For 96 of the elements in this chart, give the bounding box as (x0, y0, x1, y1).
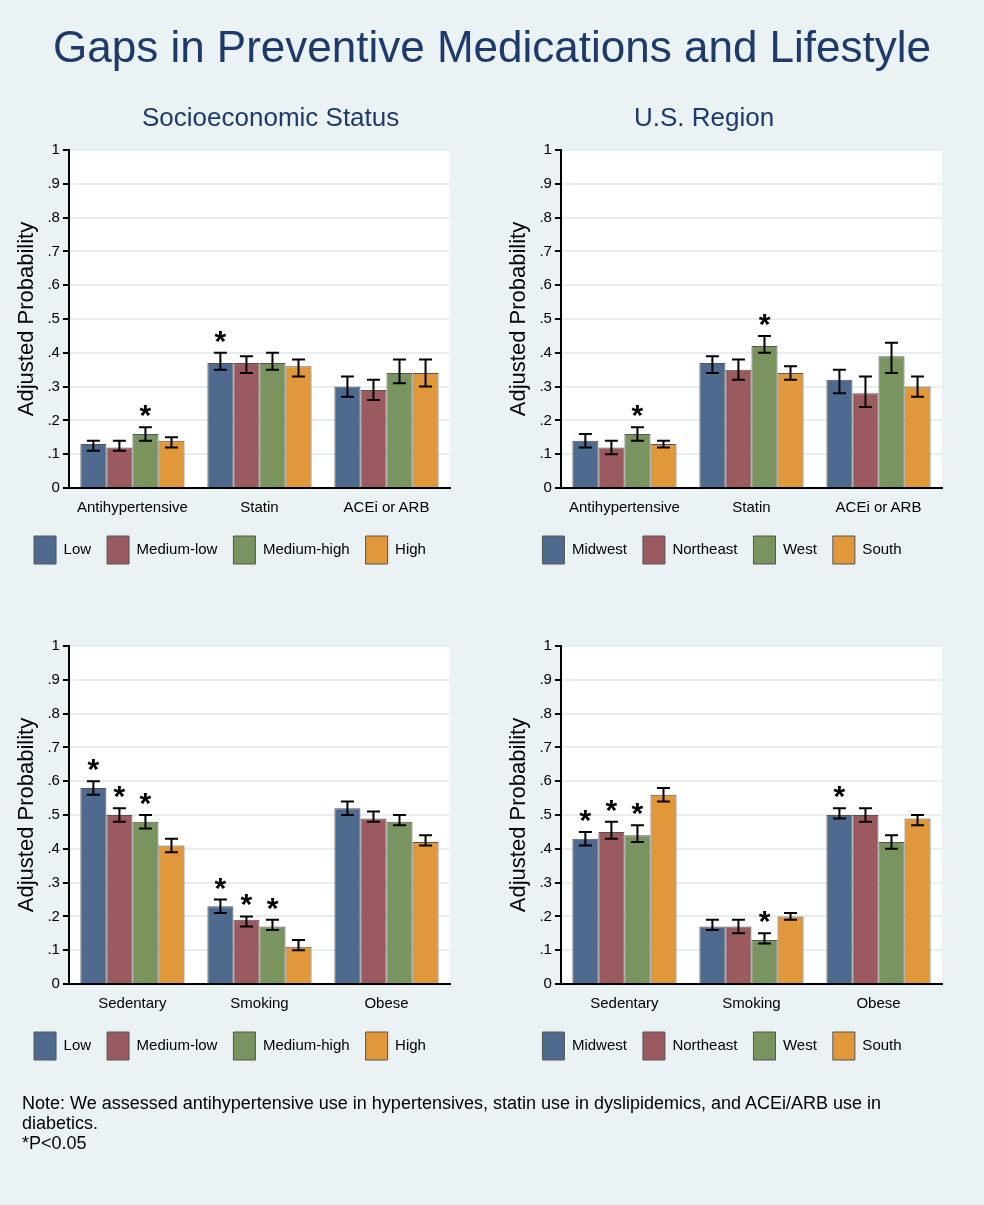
y-tick-label: .3 (539, 872, 552, 890)
y-tick-label: .8 (539, 703, 552, 721)
legend-label: Northeast (672, 1036, 739, 1054)
legend-label: Low (63, 540, 92, 558)
legend-label: West (782, 540, 818, 558)
x-tick-label: Obese (364, 994, 409, 1012)
y-tick-label: .6 (539, 275, 552, 293)
y-tick-label: 1 (51, 636, 60, 654)
y-tick-label: .5 (539, 309, 552, 327)
x-tick-label: ACEi or ARB (343, 498, 430, 516)
x-tick-label: Smoking (230, 994, 289, 1012)
data-label: * (631, 796, 644, 830)
y-tick-label: .7 (47, 241, 60, 259)
data-label: * (631, 398, 644, 432)
y-tick-label: .9 (539, 173, 552, 191)
y-tick-label: .8 (47, 703, 60, 721)
legend-label: Midwest (571, 1036, 628, 1054)
y-tick-label: .3 (47, 376, 60, 394)
y-tick-label: .3 (47, 872, 60, 890)
data-label: * (758, 904, 771, 938)
x-tick-label: Obese (856, 994, 901, 1012)
legend-label: High (395, 1036, 426, 1054)
y-tick-label: .1 (47, 444, 60, 462)
text: Note: We assessed antihypertensive use in hypertensives, statin use in dyslipidemics, and ACEi/ARB use in diabetics. (22, 1093, 883, 1134)
data-label: * (833, 779, 846, 813)
data-label: * (758, 306, 771, 340)
data-label: * (579, 802, 592, 836)
y-tick-label: .2 (47, 906, 60, 924)
y-tick-label: 1 (543, 636, 552, 654)
legend-label: Northeast (672, 540, 739, 558)
legend-label: West (782, 1036, 818, 1054)
y-tick-label: .2 (539, 906, 552, 924)
chart-subtitle: Socioeconomic Status (141, 102, 401, 134)
y-tick-label: .1 (539, 444, 552, 462)
y-tick-label: 0 (543, 974, 552, 992)
y-tick-label: .8 (47, 207, 60, 225)
data-label: * (266, 890, 279, 924)
y-tick-label: .4 (539, 342, 552, 360)
chart-title: Gaps in Preventive Medications and Lifestyle (52, 21, 932, 73)
y-axis-title: Adjusted Probability (13, 221, 39, 417)
x-tick-label: Statin (240, 498, 279, 516)
x-tick-label: Sedentary (590, 994, 660, 1012)
legend-label: South (862, 540, 902, 558)
legend-label: Medium-high (262, 540, 350, 558)
y-tick-label: .2 (539, 410, 552, 428)
y-axis-title: Adjusted Probability (13, 717, 39, 913)
y-tick-label: 1 (51, 140, 60, 158)
y-tick-label: .8 (539, 207, 552, 225)
legend-label: Medium-low (136, 1036, 218, 1054)
x-tick-label: Sedentary (98, 994, 168, 1012)
legend-label: Midwest (571, 540, 628, 558)
legend-label: High (395, 540, 426, 558)
x-tick-label: Statin (732, 498, 771, 516)
data-label: * (113, 779, 126, 813)
y-tick-label: .1 (539, 940, 552, 958)
y-tick-label: 1 (543, 140, 552, 158)
y-tick-label: .9 (47, 173, 60, 191)
x-tick-label: ACEi or ARB (835, 498, 922, 516)
y-tick-label: .6 (47, 771, 60, 789)
y-tick-label: .5 (47, 309, 60, 327)
legend-label: Low (63, 1036, 92, 1054)
x-tick-label: Antihypertensive (76, 498, 188, 516)
y-axis-title: Adjusted Probability (505, 717, 531, 913)
data-label: * (214, 870, 227, 904)
y-tick-label: .9 (539, 669, 552, 687)
y-tick-label: .7 (539, 737, 552, 755)
y-tick-label: .4 (47, 838, 60, 856)
y-tick-label: .4 (47, 342, 60, 360)
text: *P<0.05 (22, 1132, 88, 1154)
data-label: * (605, 792, 618, 826)
y-axis-title: Adjusted Probability (505, 221, 531, 417)
y-tick-label: .2 (47, 410, 60, 428)
y-tick-label: .7 (47, 737, 60, 755)
legend-label: Medium-high (262, 1036, 350, 1054)
y-tick-label: .6 (47, 275, 60, 293)
data-label: * (214, 323, 227, 357)
legend-label: South (862, 1036, 902, 1054)
data-label: * (87, 752, 100, 786)
data-label: * (139, 786, 152, 819)
y-tick-label: .9 (47, 669, 60, 687)
y-tick-label: 0 (543, 478, 552, 496)
y-tick-label: .5 (47, 805, 60, 823)
y-tick-label: .1 (47, 940, 60, 958)
y-tick-label: .3 (539, 376, 552, 394)
y-tick-label: .5 (539, 805, 552, 823)
data-label: * (139, 398, 152, 432)
y-tick-label: 0 (51, 974, 60, 992)
y-tick-label: .7 (539, 241, 552, 259)
x-tick-label: Smoking (722, 994, 781, 1012)
legend-label: Medium-low (136, 540, 218, 558)
y-tick-label: 0 (51, 478, 60, 496)
chart-subtitle: U.S. Region (633, 102, 776, 134)
y-tick-label: .6 (539, 771, 552, 789)
data-label: * (240, 887, 253, 921)
x-tick-label: Antihypertensive (568, 498, 680, 516)
y-tick-label: .4 (539, 838, 552, 856)
